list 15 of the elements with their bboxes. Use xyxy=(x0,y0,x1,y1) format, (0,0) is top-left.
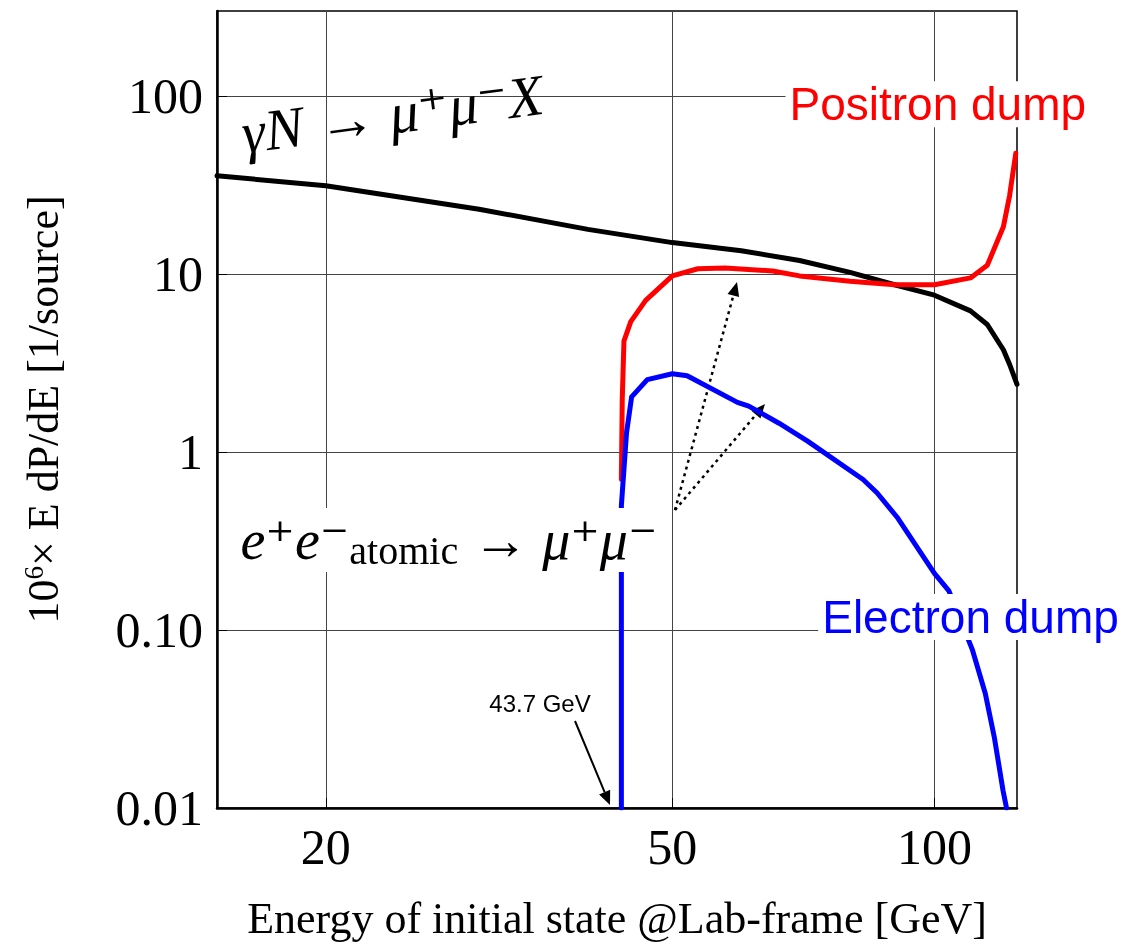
y-tick-label: 10 xyxy=(153,245,203,302)
y-tick-label: 1 xyxy=(178,423,203,480)
x-tick-label: 50 xyxy=(647,819,698,875)
series-label: Positron dump xyxy=(789,78,1087,131)
x-tick-label: 20 xyxy=(300,819,351,875)
y-tick-label: 0.01 xyxy=(115,780,203,836)
y-tick-label: 100 xyxy=(128,67,203,124)
y-axis-title: 106× E dP/dE [1/source] xyxy=(18,195,68,624)
annotation: 43.7 GeV xyxy=(489,689,591,717)
series-label: Electron dump xyxy=(822,591,1119,643)
y-tick-label: 0.10 xyxy=(115,601,203,658)
x-tick-label: 100 xyxy=(896,819,972,875)
x-axis-title: Energy of initial state @Lab-frame [GeV] xyxy=(247,893,987,943)
annotation: e⁺e⁻atomic → μ⁺μ⁻ xyxy=(240,509,658,573)
text: γN → μ⁺μ⁻X xyxy=(237,61,550,167)
